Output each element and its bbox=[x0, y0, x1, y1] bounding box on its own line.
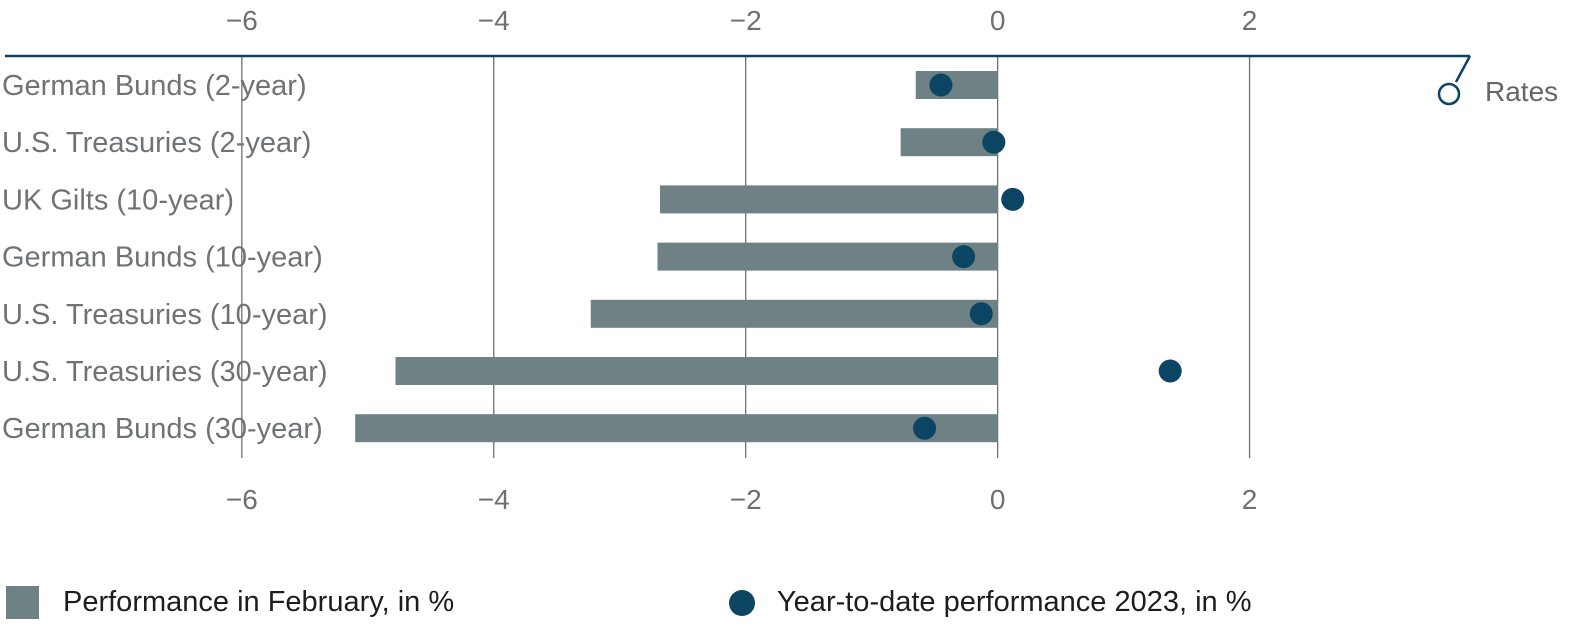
bar bbox=[355, 414, 998, 443]
top-tick-label: −4 bbox=[478, 5, 510, 36]
top-tick-label: 0 bbox=[990, 5, 1006, 36]
category-label: UK Gilts (10-year) bbox=[2, 184, 234, 216]
bottom-tick-label: 2 bbox=[1242, 484, 1258, 515]
ytd-dot bbox=[1158, 359, 1182, 383]
bar bbox=[395, 357, 998, 385]
legend-bar-label: Performance in February, in % bbox=[63, 586, 455, 618]
bar bbox=[590, 299, 998, 328]
legend-bar-swatch bbox=[6, 586, 39, 619]
ytd-dot bbox=[1001, 187, 1025, 211]
tag-label: Rates bbox=[1485, 76, 1558, 107]
ytd-dot bbox=[952, 245, 976, 269]
bar bbox=[660, 185, 998, 214]
bottom-tick-label: −2 bbox=[730, 484, 762, 515]
category-label: German Bunds (10-year) bbox=[2, 242, 323, 274]
tag-connector bbox=[1454, 55, 1472, 83]
chart: −6 −4 −2 0 2 −6 −4 −2 0 2 German Bunds (2-year) U… bbox=[2, 5, 1558, 515]
bar bbox=[900, 128, 998, 157]
bar-series bbox=[355, 71, 998, 443]
category-label: German Bunds (30-year) bbox=[2, 413, 323, 445]
tag-ring-icon bbox=[1437, 82, 1461, 106]
ytd-dot bbox=[913, 416, 937, 440]
ytd-dot bbox=[969, 302, 993, 326]
bar bbox=[915, 71, 998, 99]
bottom-tick-label: −6 bbox=[226, 484, 258, 515]
top-tick-label: 2 bbox=[1242, 5, 1258, 36]
category-label: German Bunds (2-year) bbox=[2, 70, 307, 102]
ytd-dot bbox=[929, 73, 953, 97]
bottom-tick-label: −4 bbox=[478, 484, 510, 515]
top-tick-label: −2 bbox=[730, 5, 762, 36]
top-axis: Rates bbox=[5, 54, 1558, 107]
category-label: U.S. Treasuries (2-year) bbox=[2, 127, 311, 159]
dot-series bbox=[913, 73, 1182, 440]
bottom-tick-label: 0 bbox=[990, 484, 1006, 515]
top-tick-label: −6 bbox=[226, 5, 258, 36]
top-axis-ticks: −6 −4 −2 0 2 bbox=[226, 5, 1257, 36]
legend-dot-label: Year-to-date performance 2023, in % bbox=[777, 586, 1252, 618]
legend-item-dots: Year-to-date performance 2023, in % bbox=[729, 586, 1252, 619]
category-label: U.S. Treasuries (10-year) bbox=[2, 299, 328, 331]
bar bbox=[657, 242, 998, 271]
legend-item-bars: Performance in February, in % bbox=[6, 586, 454, 619]
bottom-axis-ticks: −6 −4 −2 0 2 bbox=[226, 484, 1257, 515]
category-label: U.S. Treasuries (30-year) bbox=[2, 356, 328, 388]
legend-dot-marker bbox=[729, 589, 755, 616]
ytd-dot bbox=[982, 130, 1006, 154]
category-labels: German Bunds (2-year) U.S. Treasuries (2-… bbox=[2, 70, 328, 445]
